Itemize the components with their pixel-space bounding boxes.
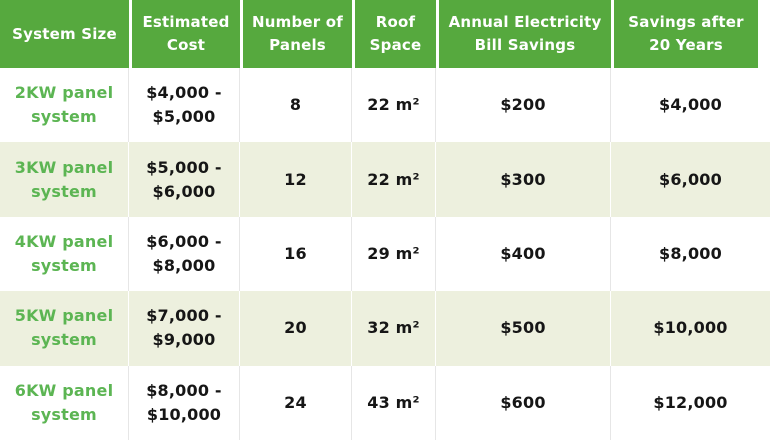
cell-roof-space: 29 m² [352,216,436,292]
cell-annual-bill-savings: $500 [436,291,611,366]
cell-number-of-panels: 16 [240,216,352,292]
cell-system-size: 2KW panel system [0,68,129,143]
cell-estimated-cost: $6,000 - $8,000 [129,216,240,292]
cell-system-size: 5KW panel system [0,291,129,366]
cell-savings-20-years: $10,000 [653,318,728,338]
cell-number-of-panels: 20 [240,291,352,366]
cell-savings-20-years: $6,000 [659,169,722,189]
cell-savings-20-years: $8,000 [659,243,722,263]
table-header-row: System Size Estimated Cost Number of Pan… [0,0,770,68]
table-row: 2KW panel system $4,000 - $5,000 8 22 m²… [0,68,770,143]
cell-annual-bill-savings: $200 [436,68,611,143]
header-cell-estimated-cost: Estimated Cost [129,0,240,68]
table-row: 4KW panel system $6,000 - $8,000 16 29 m… [0,216,770,292]
cell-number-of-panels: 24 [240,365,352,440]
cell-number-of-panels: 8 [240,68,352,143]
cell-estimated-cost: $8,000 - $10,000 [129,365,240,440]
cell-system-size: 6KW panel system [0,365,129,440]
header-cell-savings-20-years: Savings after 20 Years [611,0,770,68]
table-row: 5KW panel system $7,000 - $9,000 20 32 m… [0,291,770,366]
header-cell-number-of-panels: Number of Panels [240,0,352,68]
header-cell-system-size: System Size [0,0,129,68]
cell-estimated-cost: $4,000 - $5,000 [129,68,240,143]
cell-annual-bill-savings: $300 [436,142,611,217]
table-row: 3KW panel system $5,000 - $6,000 12 22 m… [0,142,770,217]
cell-roof-space: 22 m² [352,142,436,217]
cell-system-size: 3KW panel system [0,142,129,217]
header-cell-annual-bill-savings: Annual Electricity Bill Savings [436,0,611,68]
cell-roof-space: 43 m² [352,365,436,440]
cell-system-size: 4KW panel system [0,216,129,292]
cell-number-of-panels: 12 [240,142,352,217]
cell-roof-space: 32 m² [352,291,436,366]
cell-roof-space: 22 m² [352,68,436,143]
header-cell-roof-space: Roof Space [352,0,436,68]
cell-annual-bill-savings: $400 [436,216,611,292]
table-row: 6KW panel system $8,000 - $10,000 24 43 … [0,365,770,440]
cell-estimated-cost: $5,000 - $6,000 [129,142,240,217]
cell-estimated-cost: $7,000 - $9,000 [129,291,240,366]
cell-savings-20-years: $4,000 [659,95,722,115]
cell-annual-bill-savings: $600 [436,365,611,440]
cell-savings-20-years: $12,000 [653,392,728,412]
